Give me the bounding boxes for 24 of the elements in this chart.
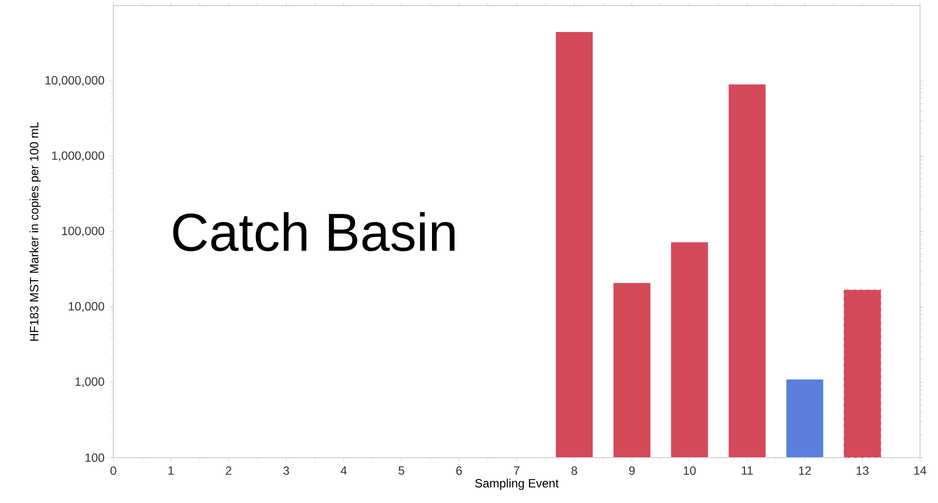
- x-tick-label: 5: [398, 466, 404, 475]
- x-tick-label: 4: [340, 466, 347, 475]
- y-tick-label: 10,000: [68, 302, 104, 312]
- x-tick-label: 0: [110, 466, 116, 475]
- y-tick-label: 1,000,000: [52, 151, 104, 162]
- y-axis-title: HF183 MST Marker in copies per 100 mL: [30, 122, 41, 341]
- y-tick-label: 100: [86, 453, 104, 462]
- x-tick-label: 3: [283, 466, 290, 475]
- x-tick-label: 6: [456, 466, 462, 475]
- y-tick-label: 100,000: [62, 226, 104, 237]
- x-tick-label: 8: [571, 466, 578, 475]
- x-tick-label: 9: [629, 466, 635, 475]
- x-tick-label: 14: [914, 466, 926, 475]
- x-tick-label: 13: [856, 466, 869, 475]
- x-tick-label: 1: [168, 466, 174, 475]
- x-tick-label: 7: [514, 466, 520, 475]
- annotation: Catch Basin: [173, 212, 454, 252]
- x-tick-label: 10: [684, 466, 696, 475]
- x-tick-label: 12: [799, 466, 811, 475]
- y-tick-label: 10,000,000: [45, 76, 104, 86]
- x-tick-label: 11: [742, 466, 753, 475]
- x-tick-label: 2: [226, 466, 232, 475]
- y-tick-label: 1,000: [76, 377, 104, 388]
- x-axis-title: Sampling Event: [475, 478, 559, 490]
